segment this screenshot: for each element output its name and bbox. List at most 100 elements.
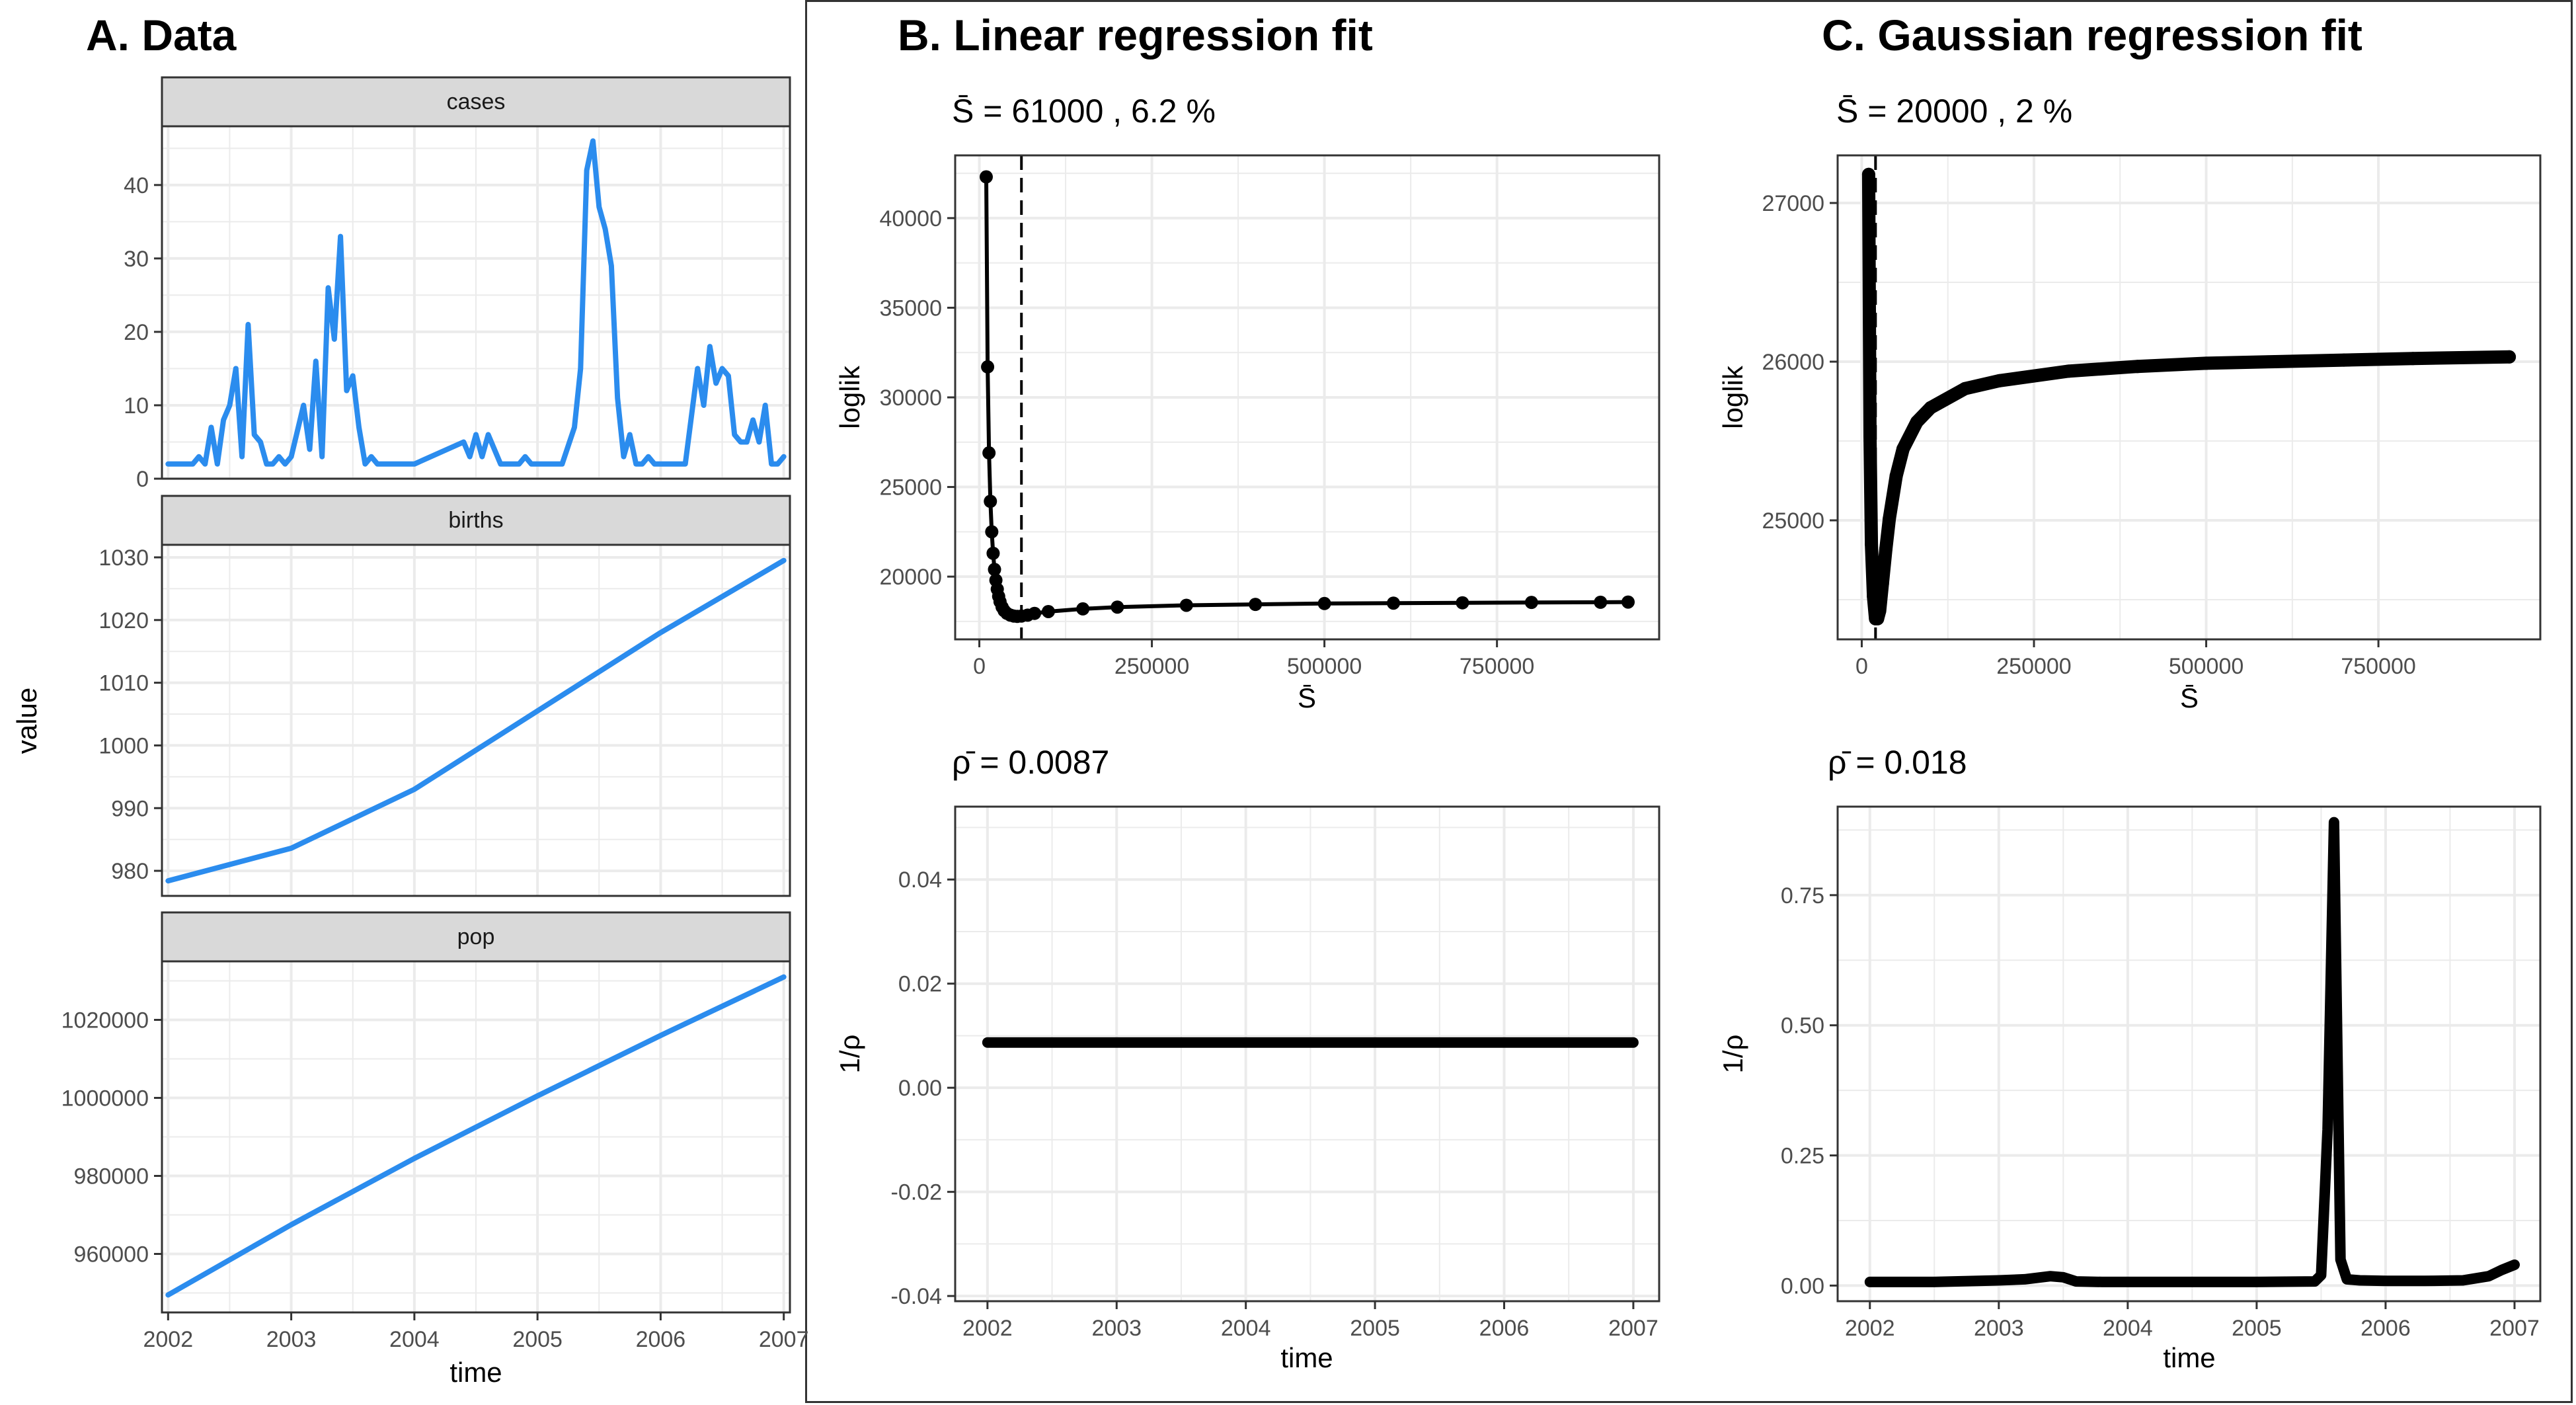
b-loglik-x-tick-label: 0 — [973, 654, 986, 679]
c-loglik-data-point — [1879, 542, 1893, 556]
b-loglik-x-tick-label: 250000 — [1114, 654, 1189, 679]
facet-pop-y-tick-label: 1020000 — [61, 1008, 149, 1033]
b-loglik-data-point — [1076, 602, 1090, 616]
c-loglik-y-tick-label: 25000 — [1762, 508, 1824, 534]
c-rho-y-tick-label: 0.50 — [1781, 1014, 1824, 1039]
facet-cases-y-tick-label: 40 — [124, 173, 149, 198]
facet-births-y-tick-label: 1010 — [98, 671, 149, 696]
c-rho-plot-area — [1838, 807, 2540, 1301]
b-loglik-data-point — [988, 563, 1001, 577]
c-loglik-data-point — [1992, 374, 2006, 387]
b-loglik-subtitle: S̄ = 61000 , 6.2 % — [952, 93, 1216, 130]
b-loglik-data-point — [1249, 598, 1263, 612]
facet-cases-panel-border — [161, 125, 791, 480]
c-loglik-data-point — [1863, 429, 1877, 443]
b-loglik-y-tick-label: 25000 — [879, 475, 942, 501]
c-rho-y-tick-label: 0.25 — [1781, 1144, 1824, 1169]
b-loglik-data-point — [1387, 596, 1401, 610]
facet-births-panel-border — [161, 543, 791, 897]
facet-pop-x-tick-label: 2007 — [759, 1327, 809, 1352]
c-loglik-data-point — [1883, 512, 1896, 526]
facet-cases-y-tick-label: 0 — [136, 467, 149, 492]
c-loglik-data-point — [2268, 355, 2282, 368]
b-loglik-data-point — [1621, 595, 1635, 609]
facet-births-strip-label: births — [448, 508, 503, 533]
b-loglik-y-tick-label: 20000 — [879, 565, 942, 590]
facet-births-y-tick-label: 1030 — [98, 545, 149, 571]
panel-a-y-axis-label: value — [11, 688, 42, 754]
facet-pop-y-tick-label: 1000000 — [61, 1086, 149, 1111]
facet-births-y-tick-label: 980 — [111, 859, 149, 884]
c-loglik-x-tick-label: 750000 — [2341, 654, 2415, 679]
facet-births-y-tick-label: 1000 — [98, 733, 149, 758]
c-loglik-subtitle: S̄ = 20000 , 2 % — [1836, 93, 2072, 130]
b-rho-x-tick-label: 2007 — [1608, 1316, 1659, 1341]
b-rho-plot-area — [955, 807, 1659, 1301]
c-rho-x-tick-label: 2003 — [1974, 1316, 2024, 1341]
c-rho-panel-border — [1836, 805, 2542, 1303]
b-loglik-y-axis-label: loglik — [834, 365, 865, 429]
panel-a-title: A. Data — [86, 11, 237, 60]
b-loglik-y-tick-label: 35000 — [879, 296, 942, 321]
b-loglik-x-axis-label: S̄ — [1298, 682, 1316, 713]
b-loglik-data-point — [1111, 600, 1124, 614]
b-loglik-data-point — [1041, 604, 1055, 618]
facet-pop-panel-border — [161, 960, 791, 1314]
b-rho-x-tick-label: 2002 — [962, 1316, 1013, 1341]
b-rho-y-axis-label: 1/ρ — [834, 1035, 865, 1074]
facet-pop-x-tick-label: 2005 — [512, 1327, 563, 1352]
b-loglik-data-point — [986, 546, 1000, 560]
b-rho-y-tick-label: 0.04 — [898, 867, 942, 893]
facet-pop-x-tick-label: 2006 — [636, 1327, 686, 1352]
facet-pop-strip-label: pop — [457, 924, 495, 949]
c-loglik-data-point — [1873, 604, 1887, 618]
c-rho-x-axis-label: time — [2163, 1342, 2215, 1373]
c-loglik-data-point — [1896, 442, 1910, 456]
b-loglik-data-point — [1179, 598, 1193, 612]
c-rho-series-line — [1864, 817, 2520, 1287]
b-rho-x-tick-label: 2006 — [1479, 1316, 1530, 1341]
b-loglik-data-point — [981, 360, 995, 374]
c-rho-x-tick-label: 2006 — [2361, 1316, 2411, 1341]
b-rho-x-tick-label: 2003 — [1091, 1316, 1142, 1341]
facet-births-y-tick-label: 1020 — [98, 608, 149, 633]
b-rho-panel-border — [954, 805, 1660, 1303]
facet-pop-y-tick-label: 980000 — [74, 1164, 149, 1189]
c-rho-x-tick-label: 2002 — [1845, 1316, 1895, 1341]
panel-c-title: C. Gaussian regression fit — [1822, 11, 2362, 60]
b-loglik-data-point — [984, 495, 997, 508]
facet-births-y-tick-label: 990 — [111, 796, 149, 821]
c-rho-y-tick-label: 0.00 — [1781, 1273, 1824, 1299]
c-loglik-data-point — [2199, 356, 2213, 370]
b-loglik-data-point — [1028, 606, 1042, 620]
c-loglik-data-point — [1958, 381, 1972, 395]
b-rho-x-tick-label: 2004 — [1221, 1316, 1271, 1341]
c-loglik-y-axis-label: loglik — [1717, 365, 1748, 429]
b-loglik-data-point — [982, 446, 996, 460]
c-loglik-x-tick-label: 0 — [1855, 654, 1868, 679]
b-loglik-y-tick-label: 40000 — [879, 206, 942, 231]
panel-b-title: B. Linear regression fit — [898, 11, 1373, 60]
c-rho-x-tick-label: 2005 — [2232, 1316, 2282, 1341]
b-loglik-data-point — [1456, 596, 1469, 610]
b-loglik-x-tick-label: 500000 — [1287, 654, 1362, 679]
facet-pop-strip — [161, 911, 791, 963]
b-rho-x-tick-label: 2005 — [1350, 1316, 1400, 1341]
c-loglik-data-point — [1924, 401, 1937, 415]
facet-pop-x-tick-label: 2004 — [389, 1327, 440, 1352]
c-loglik-data-point — [1875, 577, 1889, 590]
facet-births-series-line — [165, 557, 787, 884]
c-loglik-x-axis-label: S̄ — [2180, 682, 2199, 713]
b-rho-y-tick-label: 0.00 — [898, 1076, 942, 1101]
b-loglik-y-tick-label: 30000 — [879, 385, 942, 411]
c-loglik-data-point — [1867, 590, 1881, 604]
b-loglik-data-point — [1524, 596, 1538, 610]
facet-cases-y-tick-label: 10 — [124, 393, 149, 419]
facet-cases-strip-label: cases — [447, 89, 506, 114]
facet-pop-y-tick-label: 960000 — [74, 1242, 149, 1267]
facet-pop-series-line — [165, 974, 787, 1298]
b-loglik-data-point — [979, 170, 993, 184]
c-loglik-x-tick-label: 500000 — [2169, 654, 2244, 679]
c-loglik-y-tick-label: 27000 — [1762, 191, 1824, 216]
